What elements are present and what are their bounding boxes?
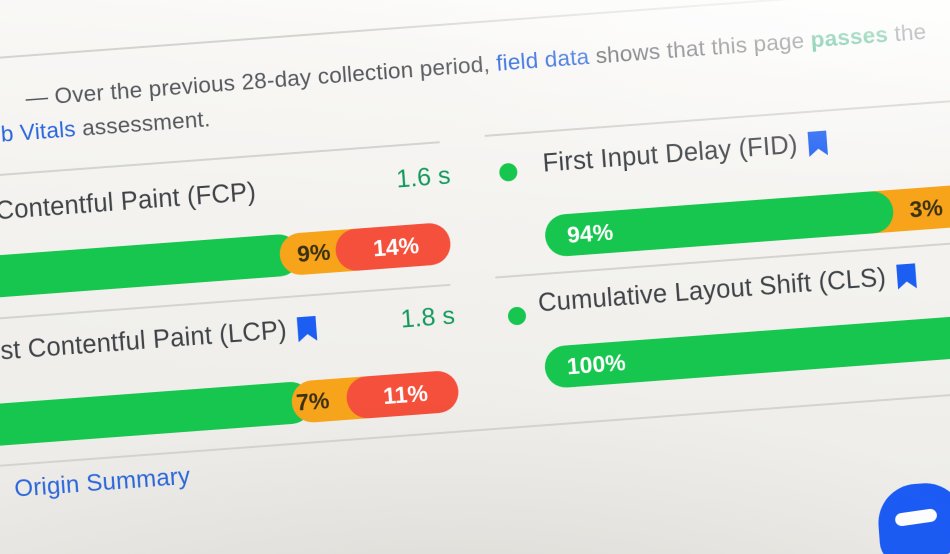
metric-label: First Input Delay (FID) <box>541 130 799 178</box>
feedback-button[interactable] <box>875 480 950 554</box>
bar-segment-percent-label: 94% <box>566 218 615 249</box>
feedback-icon <box>894 508 938 527</box>
metric-label: First Contentful Paint (FCP) <box>0 178 257 230</box>
bar-segment-percent-label: 7% <box>295 387 331 416</box>
field-data-summary-line2: Core Web Vitals assessment. <box>0 106 211 154</box>
assessment-text: assessment. <box>74 106 212 142</box>
bar-segment-percent-label: 3% <box>908 194 944 223</box>
metric-distribution-bar: 100% <box>543 313 950 390</box>
bookmark-icon <box>896 263 917 289</box>
bookmark-icon <box>297 316 318 342</box>
metric-value: 1.8 s <box>399 301 456 334</box>
bar-segment-percent-label: 14% <box>372 232 420 262</box>
core-web-vitals-link[interactable]: Core Web Vitals <box>0 116 77 153</box>
summary-text-prefix: — Over the previous 28-day collection pe… <box>24 50 498 111</box>
metrics-top-divider-right <box>484 86 950 137</box>
metric-value: 1.6 s <box>395 161 452 194</box>
metric-header: Largest Contentful Paint (LCP) <box>0 314 318 371</box>
metric-label: Cumulative Layout Shift (CLS) <box>537 263 887 318</box>
passes-status-text: passes <box>809 21 889 53</box>
metric-header: First Contentful Paint (FCP) <box>0 178 257 231</box>
metric-distribution-bar: 7% 11% <box>0 369 460 451</box>
bar-segment-percent-label: 11% <box>382 379 429 410</box>
status-dot-icon <box>507 306 527 326</box>
bar-segment-green <box>0 380 314 451</box>
field-data-summary-line1: — Over the previous 28-day collection pe… <box>25 19 928 112</box>
status-dot-icon <box>498 162 518 182</box>
summary-text-mid: shows that this page <box>588 27 812 69</box>
bookmark-icon <box>808 131 829 157</box>
bar-segment-percent-label: 9% <box>296 238 332 268</box>
metric-label: Largest Contentful Paint (LCP) <box>0 316 288 371</box>
field-data-link[interactable]: field data <box>495 43 591 76</box>
bar-segment-percent-label: 100% <box>565 349 627 380</box>
bar-segment-green <box>0 232 302 303</box>
metric-header: First Input Delay (FID) <box>542 129 829 179</box>
origin-summary-link[interactable]: Origin Summary <box>13 462 192 503</box>
summary-text-end: the <box>887 18 928 47</box>
